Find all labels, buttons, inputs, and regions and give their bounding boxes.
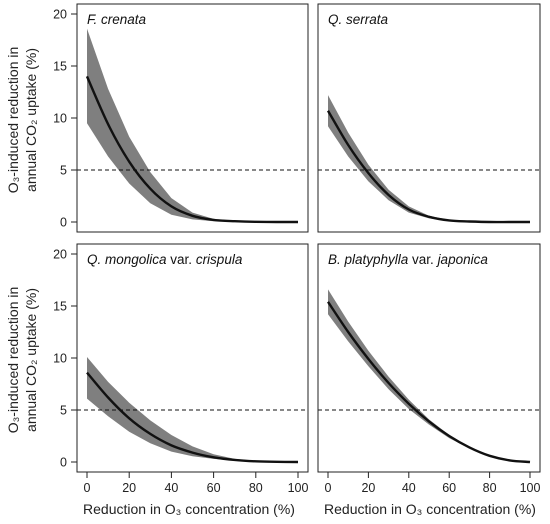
panel-title-part: var. [408,252,437,267]
x-tick-label: 40 [164,481,178,495]
x-axis-title-left: Reduction in O₃ concentration (%) [83,501,295,517]
y-tick-label: 5 [60,404,67,418]
y-axis-title-top-line2: annual CO₂ uptake (%) [23,48,39,192]
y-axis-title-bottom-line2: annual CO₂ uptake (%) [23,288,39,432]
x-axis-title-right: Reduction in O₃ concentration (%) [324,501,536,517]
panel-frame [317,243,541,473]
confidence-band [328,289,530,462]
y-axis-title-top-line1: O₃-induced reduction in [5,47,21,194]
y-tick-label: 20 [53,248,67,262]
y-tick-label: 20 [53,8,67,22]
x-tick-label: 60 [442,481,456,495]
panel-title: Q. serrata [328,12,389,27]
panel-title-part: var. [167,252,196,267]
panel-title-part: crispula [196,252,243,267]
panel-2: Q. serrata [317,3,541,233]
y-tick-label: 5 [60,164,67,178]
panel-frame [317,3,541,233]
panel-frame [76,243,309,473]
mean-line [85,75,298,224]
x-tick-label: 40 [402,481,416,495]
x-tick-label: 80 [483,481,497,495]
mean-line [86,371,299,464]
x-tick-label: 0 [84,481,91,495]
mean-line [326,110,530,224]
x-tick-label: 0 [325,481,332,495]
y-tick-label: 0 [60,456,67,470]
y-tick-label: 10 [53,112,67,126]
x-tick-label: 100 [288,481,309,495]
x-tick-label: 20 [122,481,136,495]
panel-title: B. platyphylla var. japonica [328,252,488,267]
y-axis-title-bottom-line1: O₃-induced reduction in [5,287,21,434]
x-tick-label: 100 [520,481,541,495]
y-tick-label: 15 [53,300,67,314]
panel-title-part: Q. serrata [328,12,389,27]
panel-title-part: F. crenata [87,12,147,27]
panel-3: Q. mongolica var. crispula 0 5 10 15 20 0 20 40 6… [53,243,309,495]
x-tick-label: 60 [207,481,221,495]
panel-title: Q. mongolica var. crispula [87,252,243,267]
confidence-band [87,357,298,462]
x-tick-label: 20 [361,481,375,495]
y-tick-label: 0 [60,216,67,230]
x-tick-label: 80 [249,481,263,495]
panel-title-part: Q. mongolica [87,252,167,267]
y-tick-label: 15 [53,60,67,74]
panel-4: B. platyphylla var. japonica 0 20 40 60 80 100 [317,243,541,495]
panel-title-part: B. platyphylla [328,252,409,267]
confidence-band [87,28,298,222]
panel-1: F. crenata 0 5 10 15 20 [53,3,309,233]
confidence-band [328,95,530,222]
panel-title-part: japonica [436,252,489,267]
y-tick-label: 10 [53,352,67,366]
mean-line [327,301,531,464]
panel-title: F. crenata [87,12,147,27]
